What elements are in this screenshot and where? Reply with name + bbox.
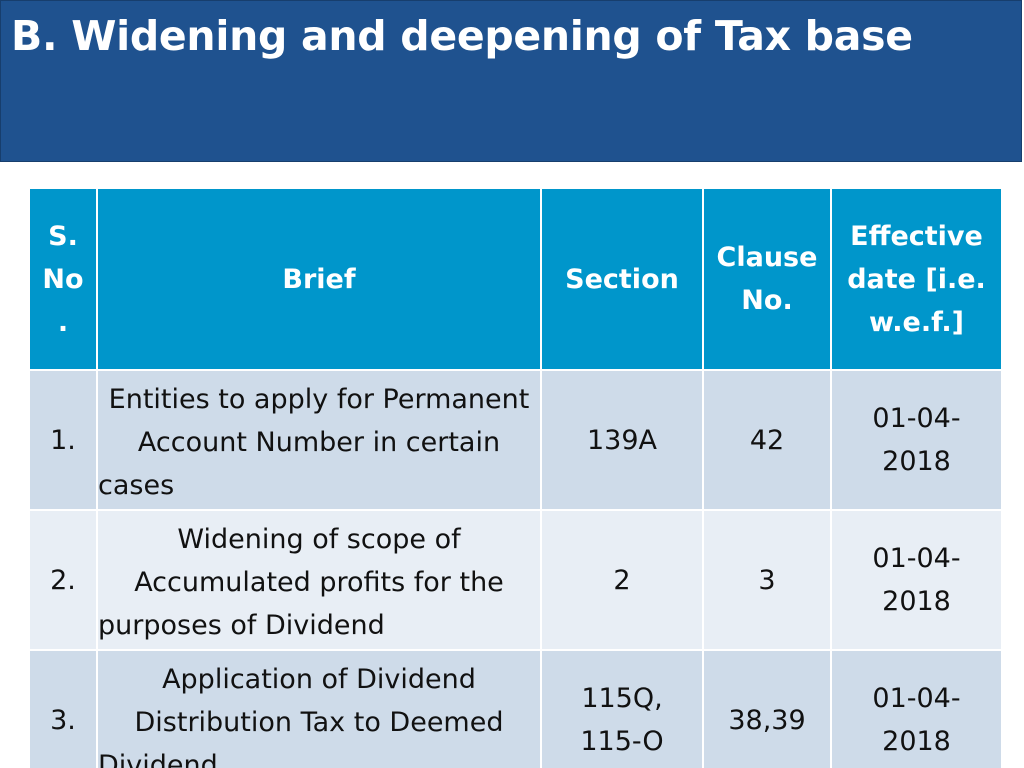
row-sno: 1. (28, 369, 98, 511)
row-brief-text: Application of Dividend Distribution Tax… (98, 663, 504, 768)
slide-title: B. Widening and deepening of Tax base (11, 12, 913, 60)
row-effective-date: 01-04-2018 (830, 649, 1003, 768)
row-section: 139A (540, 369, 704, 511)
row-section: 2 (540, 509, 704, 651)
header-clause: Clause No. (702, 187, 832, 371)
header-sno: S. No . (28, 187, 98, 371)
header-effective-date: Effective date [i.e. w.e.f.] (830, 187, 1003, 371)
row-brief-text: Entities to apply for Permanent Account … (98, 383, 530, 501)
row-section: 115Q, 115-O (540, 649, 704, 768)
row-sno: 2. (28, 509, 98, 651)
tax-base-table: S. No . Brief Section Clause No. Effecti… (28, 187, 1003, 768)
row-effective-date: 01-04-2018 (830, 509, 1003, 651)
row-sno: 3. (28, 649, 98, 768)
table-row: 2. Widening of scope of Accumulated prof… (28, 509, 1003, 651)
row-brief: Widening of scope of Accumulated profits… (96, 509, 542, 651)
title-bar: B. Widening and deepening of Tax base (0, 0, 1022, 162)
row-brief: Application of Dividend Distribution Tax… (96, 649, 542, 768)
header-brief: Brief (96, 187, 542, 371)
table-row: 1. Entities to apply for Permanent Accou… (28, 369, 1003, 511)
row-clause: 42 (702, 369, 832, 511)
row-effective-date: 01-04-2018 (830, 369, 1003, 511)
row-clause: 3 (702, 509, 832, 651)
row-brief: Entities to apply for Permanent Account … (96, 369, 542, 511)
row-brief-text: Widening of scope of Accumulated profits… (98, 523, 504, 641)
table-header-row: S. No . Brief Section Clause No. Effecti… (28, 187, 1003, 371)
row-clause: 38,39 (702, 649, 832, 768)
table-row: 3. Application of Dividend Distribution … (28, 649, 1003, 768)
header-section: Section (540, 187, 704, 371)
